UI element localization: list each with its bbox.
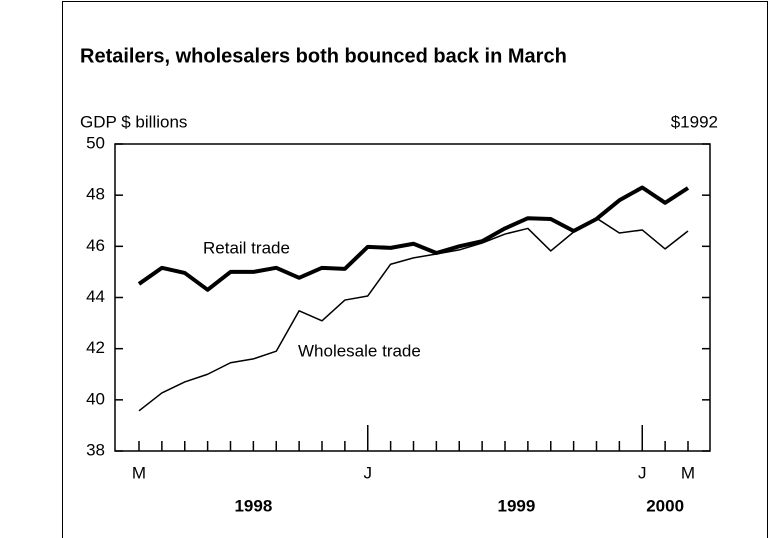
y-tick-label: 44 <box>86 287 105 306</box>
y-tick-label: 38 <box>86 440 105 459</box>
y-tick-label: 46 <box>86 236 105 255</box>
y-tick-label: 48 <box>86 185 105 204</box>
series-line <box>138 217 689 412</box>
annotation: Wholesale trade <box>298 341 421 360</box>
frame <box>62 1 768 538</box>
plot-area <box>114 143 711 452</box>
y-axis-label-right: $1992 <box>671 112 718 131</box>
chart-title: Retailers, wholesalers both bounced back… <box>80 45 567 67</box>
x-tick-label: J <box>638 463 647 482</box>
x-tick-label: M <box>681 463 695 482</box>
x-tick-label: M <box>132 463 146 482</box>
y-axis-label: GDP $ billions <box>80 112 187 131</box>
year-label: 2000 <box>646 496 684 515</box>
year-label: 1998 <box>234 496 272 515</box>
annotation: Retail trade <box>203 238 290 257</box>
y-tick-label: 40 <box>86 389 105 408</box>
year-label: 1999 <box>498 496 536 515</box>
y-tick-label: 50 <box>86 133 105 152</box>
y-tick-label: 42 <box>86 338 105 357</box>
x-tick-label: J <box>364 463 373 482</box>
